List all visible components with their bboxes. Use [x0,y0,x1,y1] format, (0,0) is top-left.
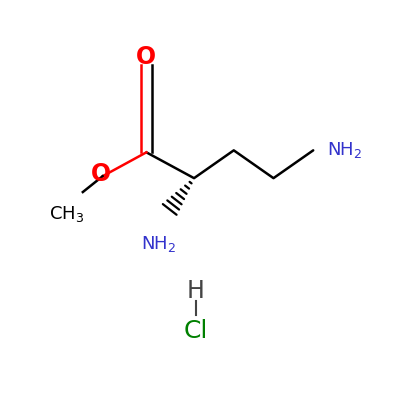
Text: H: H [187,279,205,303]
Text: NH$_2$: NH$_2$ [327,140,362,160]
Text: NH$_2$: NH$_2$ [141,234,176,254]
Text: O: O [91,162,111,186]
Text: O: O [136,45,156,69]
Text: CH$_3$: CH$_3$ [49,204,84,224]
Text: Cl: Cl [184,319,208,343]
